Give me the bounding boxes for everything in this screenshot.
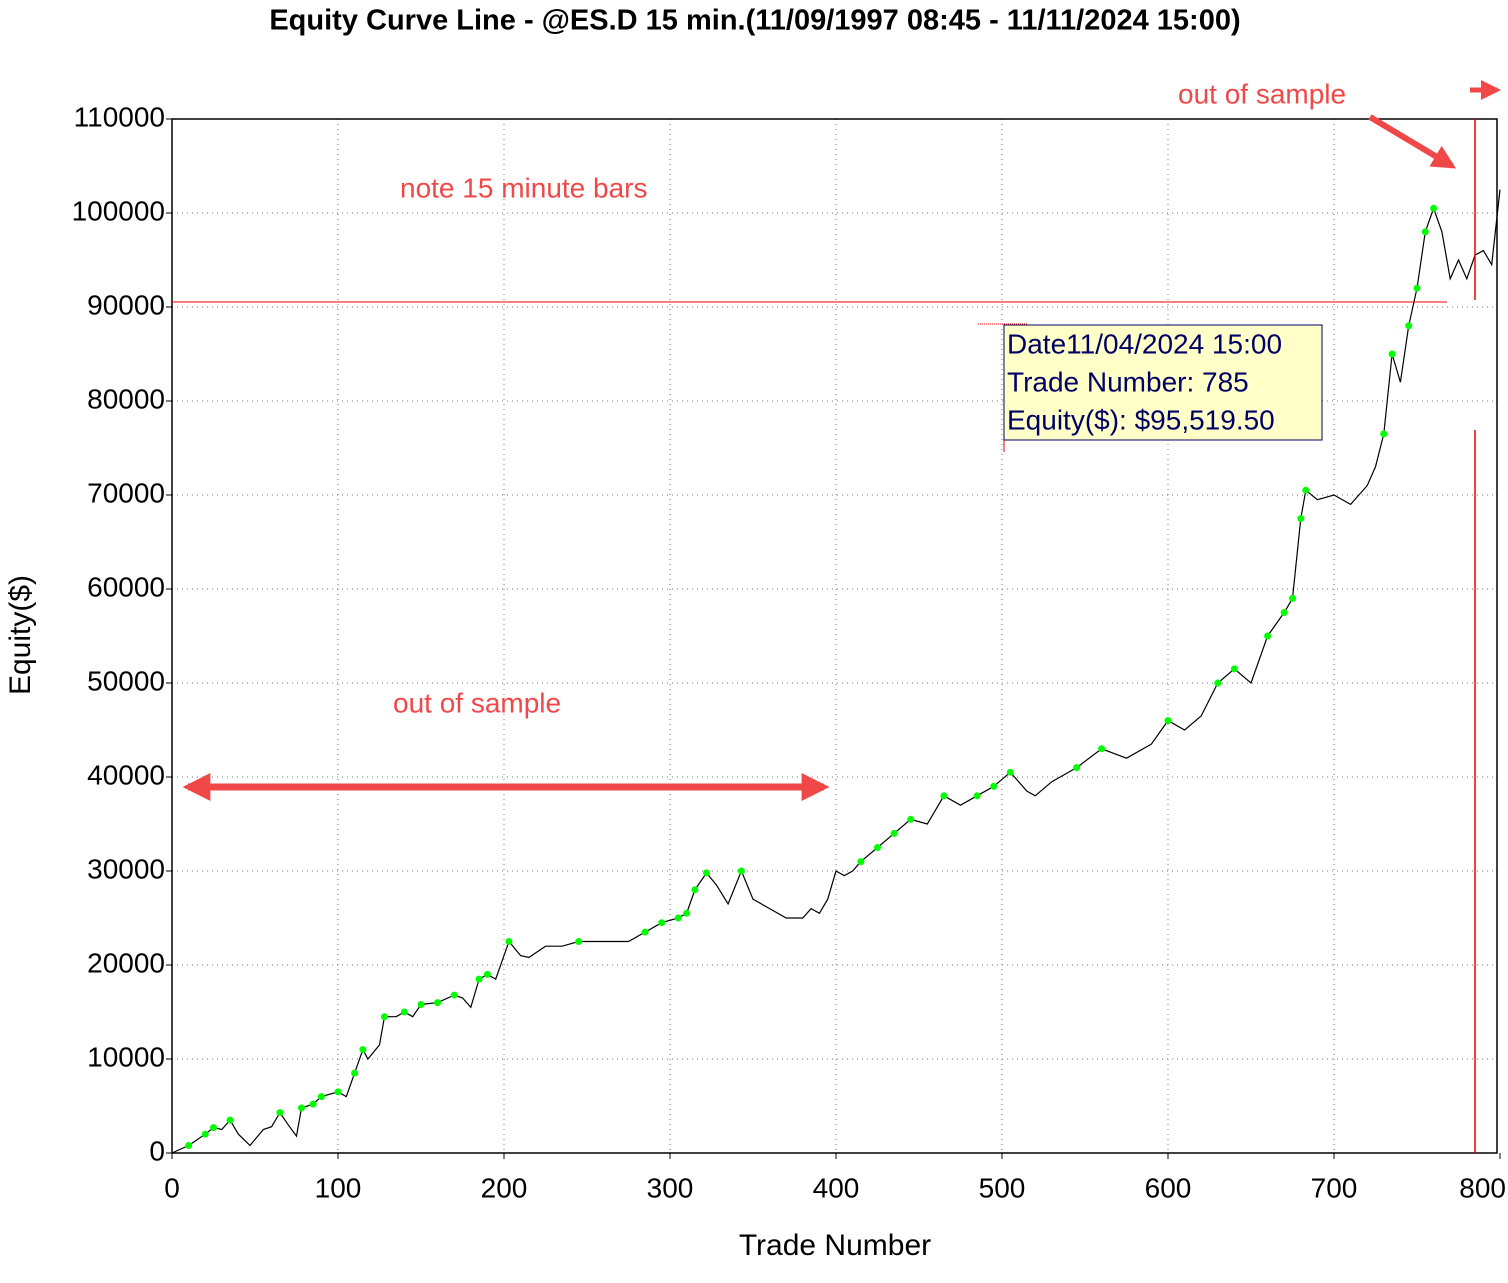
new-high-marker [703,869,711,877]
new-high-marker [309,1100,317,1108]
new-high-marker [434,999,442,1007]
y-tick-label: 30000 [87,853,165,884]
new-high-marker [276,1109,284,1117]
new-high-marker [1289,594,1296,602]
new-high-marker [1164,717,1172,725]
y-tick-label: 20000 [87,947,165,978]
new-high-marker [1302,486,1310,494]
new-high-marker [1430,204,1438,212]
new-high-marker [990,782,998,790]
y-tick-label: 0 [149,1135,165,1166]
new-high-marker [450,991,458,999]
x-tick-label: 100 [315,1172,362,1203]
x-tick-label: 600 [1145,1172,1192,1203]
new-high-marker [201,1130,209,1138]
new-high-marker [1098,745,1106,753]
new-high-marker [1280,609,1288,616]
new-high-marker [334,1088,342,1096]
plot-frame [171,118,1498,1154]
new-high-marker [317,1093,325,1101]
new-high-marker [737,867,745,875]
new-high-marker [226,1116,234,1124]
tooltip-line: Trade Number: 785 [1007,366,1249,397]
annotation: out of sample [393,687,561,718]
new-high-marker [683,909,691,917]
new-high-marker [417,1000,425,1008]
y-tick-label: 100000 [72,195,165,226]
annotation: note 15 minute bars [400,172,648,203]
new-high-marker [1413,284,1421,292]
new-high-marker [973,792,981,800]
new-high-marker [1297,515,1305,522]
x-tick-label: 700 [1311,1172,1358,1203]
x-tick-label: 400 [813,1172,860,1203]
new-high-marker [1214,679,1222,687]
y-tick-label: 90000 [87,289,165,320]
tooltip [1003,324,1323,441]
new-high-marker [1264,632,1272,640]
new-high-marker [505,938,513,945]
new-high-marker [658,919,666,927]
new-high-marker [1405,322,1413,330]
new-high-marker [351,1069,359,1077]
arrow [1368,114,1457,169]
y-tick-label: 10000 [87,1041,165,1072]
new-high-marker [940,792,948,800]
annotation: out of sample [1178,78,1346,109]
x-tick-label: 300 [647,1172,694,1203]
new-high-marker [483,970,491,978]
new-high-marker [1380,430,1388,438]
equity-line [171,189,1501,1154]
new-high-marker [641,928,649,936]
chart-title: Equity Curve Line - @ES.D 15 min.(11/09/… [269,5,1240,37]
new-high-marker [1421,228,1429,236]
new-high-marker [400,1008,408,1016]
new-high-marker [907,815,915,823]
new-high-marker [359,1046,367,1054]
new-high-marker [890,829,898,837]
tooltip-line: Equity($): $95,519.50 [1007,404,1275,435]
new-high-marker [475,975,483,983]
new-high-marker [1073,764,1081,772]
new-high-marker [874,844,881,851]
plot-area: 0100002000030000400005000060000700008000… [72,101,1506,1203]
y-tick-label: 110000 [74,101,165,132]
x-tick-label: 0 [164,1172,180,1203]
x-tick-label: 500 [979,1172,1026,1203]
x-axis-label: Trade Number [739,1229,931,1262]
y-tick-label: 70000 [87,477,165,508]
y-tick-label: 40000 [87,759,165,790]
new-high-marker [691,886,699,894]
new-high-marker [1388,350,1396,358]
y-tick-label: 50000 [87,665,165,696]
new-high-marker [185,1141,193,1149]
y-tick-label: 60000 [87,571,165,602]
new-high-marker [1006,768,1014,776]
tooltip-line: Date11/04/2024 15:00 [1007,328,1282,359]
y-axis-label: Equity($) [4,575,37,695]
new-high-marker [1230,665,1238,673]
new-high-marker [380,1013,388,1021]
x-tick-label: 800 [1459,1172,1506,1203]
y-tick-label: 80000 [87,383,165,414]
new-high-marker [210,1124,217,1132]
new-high-marker [674,914,682,922]
x-tick-label: 200 [481,1172,528,1203]
new-high-marker [857,858,865,866]
new-high-marker [575,938,583,945]
new-high-marker [297,1104,305,1112]
